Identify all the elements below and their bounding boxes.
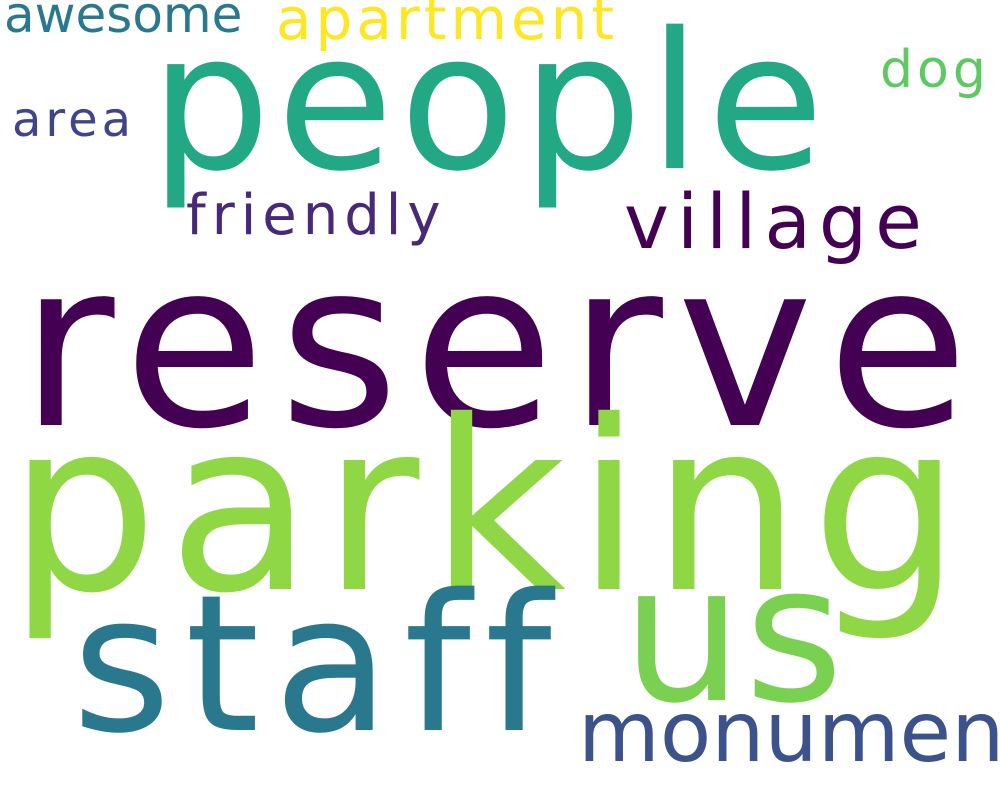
word-monument: monument xyxy=(578,683,1000,781)
word-dog: dog xyxy=(880,40,990,100)
word-village: village xyxy=(624,177,930,266)
word-awesome: awesome xyxy=(4,0,243,44)
word-area: area xyxy=(12,92,136,148)
word-friendly: friendly xyxy=(186,183,447,248)
word-apartment: apartment xyxy=(276,0,619,53)
word-reserve: reserve xyxy=(20,213,983,480)
word-staff: staff xyxy=(72,554,566,775)
word-parking: parking xyxy=(8,370,972,645)
word-us: us xyxy=(622,524,846,745)
word-people: people xyxy=(150,0,831,213)
